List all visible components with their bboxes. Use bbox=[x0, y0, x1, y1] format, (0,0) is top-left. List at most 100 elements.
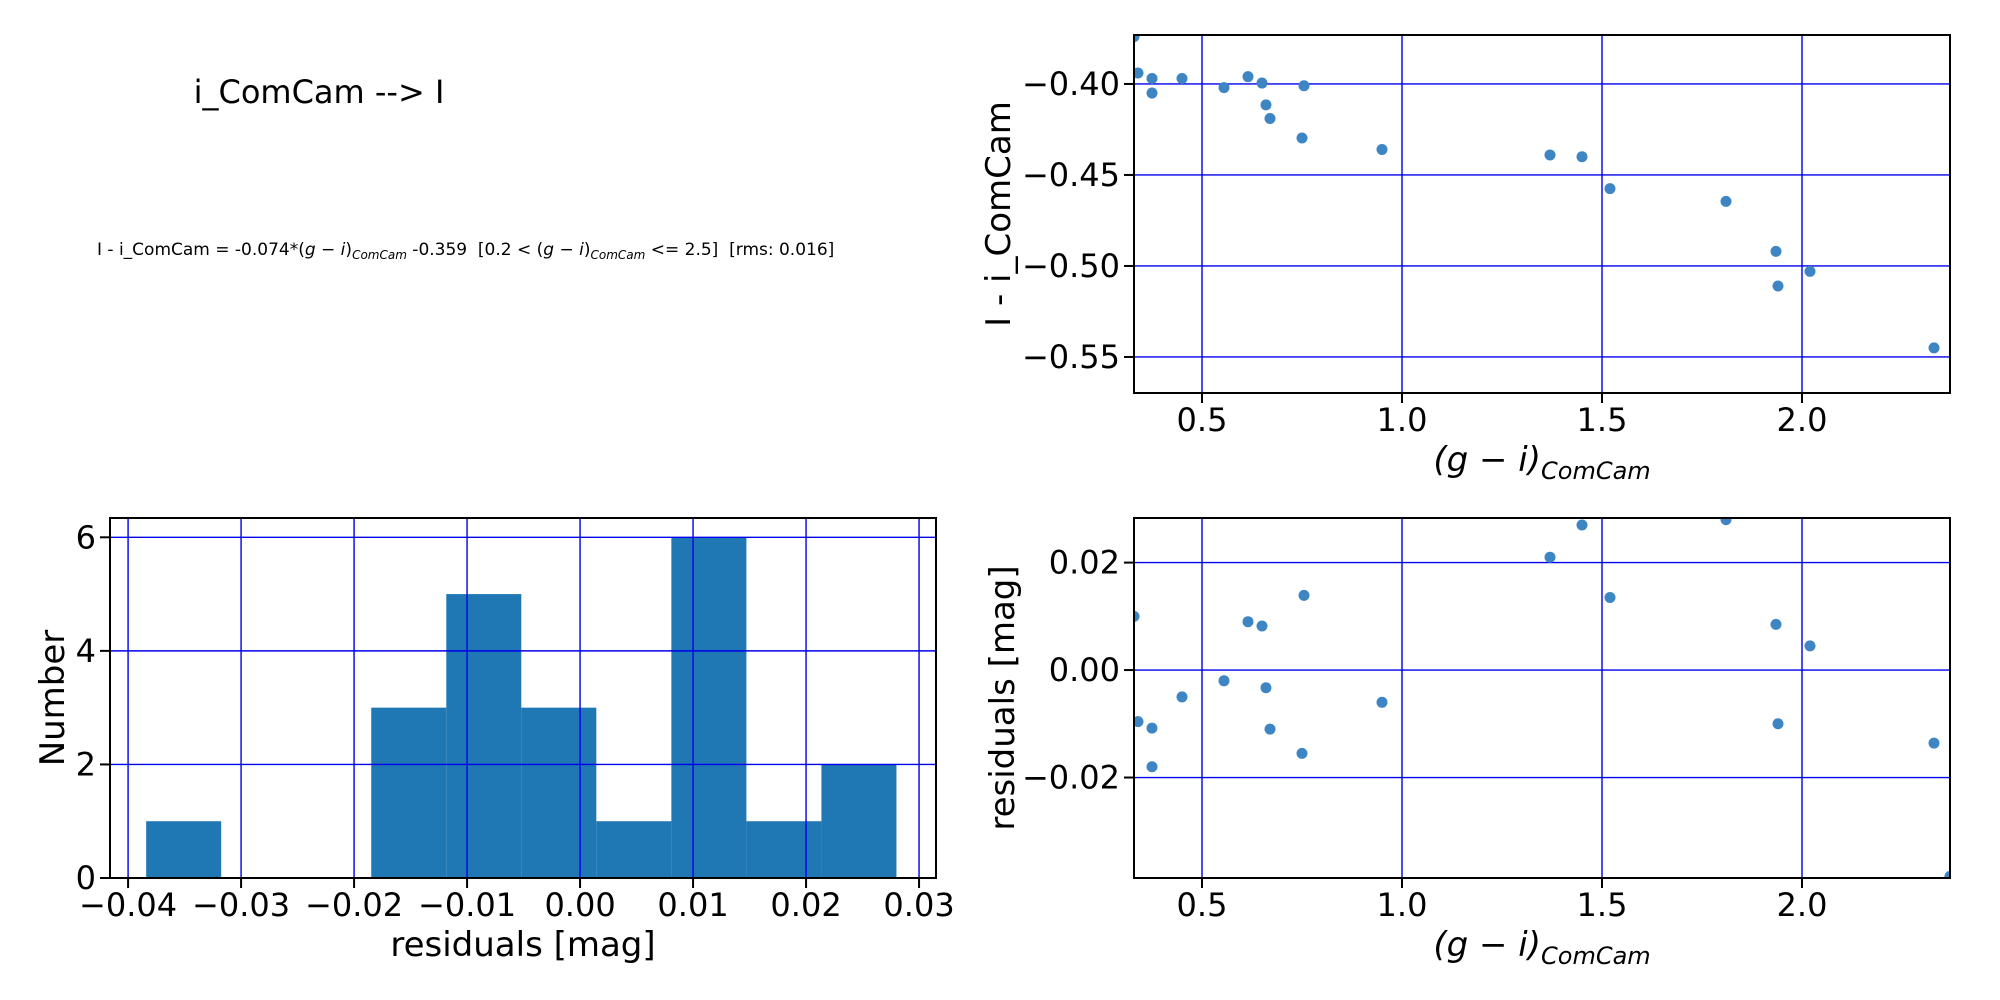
data-point bbox=[1772, 280, 1784, 292]
data-point bbox=[1576, 519, 1588, 531]
y-axis-label: residuals [mag] bbox=[983, 565, 1023, 830]
x-tick-label: 0.5 bbox=[1177, 886, 1228, 924]
axes-spine bbox=[1133, 34, 1951, 394]
residuals-scatter-plot: 0.5 1.0 1.5 2.0 0.02 0.00 −0.02 (g − i)ComCam re… bbox=[983, 517, 1951, 970]
data-point bbox=[1176, 691, 1188, 703]
equation-text: -0.359 [0.2 < ( bbox=[406, 240, 544, 260]
x-tick-label: 2.0 bbox=[1777, 886, 1828, 924]
x-tick-label: −0.02 bbox=[305, 886, 403, 924]
data-point bbox=[1176, 72, 1188, 84]
data-point bbox=[1264, 723, 1276, 735]
data-point bbox=[1256, 620, 1268, 632]
x-tick-label: 1.0 bbox=[1377, 886, 1428, 924]
data-point bbox=[1944, 870, 1950, 878]
data-point bbox=[1242, 71, 1254, 83]
data-point bbox=[1134, 716, 1144, 728]
equation-text: <= 2.5] [rms: 0.016] bbox=[645, 240, 835, 260]
x-axis-label: (g − i)ComCam bbox=[1433, 925, 1650, 970]
data-point bbox=[1298, 80, 1310, 92]
equation-text: ) bbox=[583, 240, 591, 260]
y-tick-label: −0.55 bbox=[1022, 338, 1120, 376]
x-tick-label: 0.00 bbox=[544, 886, 615, 924]
data-point bbox=[1772, 718, 1784, 730]
data-point bbox=[1376, 143, 1388, 155]
y-tick-label: −0.50 bbox=[1022, 247, 1120, 285]
data-point bbox=[1256, 77, 1268, 89]
scatter-points bbox=[1134, 35, 1950, 393]
data-point bbox=[1544, 149, 1556, 161]
y-tick-label: −0.45 bbox=[1022, 156, 1120, 194]
equation-text: I - i_ComCam = -0.074*( bbox=[97, 240, 305, 260]
histogram-bar bbox=[821, 764, 897, 878]
y-tick-label: 0 bbox=[76, 859, 96, 897]
axes-spine bbox=[109, 517, 937, 879]
data-point bbox=[1134, 610, 1140, 622]
data-point bbox=[1804, 640, 1816, 652]
histogram-bars bbox=[146, 537, 897, 878]
data-point bbox=[1146, 761, 1158, 773]
x-tick-label: 2.0 bbox=[1777, 401, 1828, 439]
y-axis-label: I - i_ComCam bbox=[979, 101, 1019, 327]
residuals-histogram-plot: −0.04 −0.03 −0.02 −0.01 0.00 0.01 0.02 0.03 0 2 4 6… bbox=[33, 517, 955, 965]
y-tick-label: 0.02 bbox=[1049, 544, 1120, 582]
data-point bbox=[1928, 737, 1940, 749]
y-tick-label: 6 bbox=[76, 518, 96, 556]
equation-text: g − i bbox=[304, 240, 346, 260]
data-point bbox=[1146, 722, 1158, 734]
data-point bbox=[1260, 99, 1272, 111]
data-point bbox=[1134, 35, 1140, 43]
scatter-points bbox=[1134, 518, 1950, 878]
histogram-bar bbox=[671, 537, 747, 878]
x-tick-label: 0.01 bbox=[657, 886, 728, 924]
data-point bbox=[1296, 132, 1308, 144]
x-tick-label: −0.04 bbox=[79, 886, 177, 924]
y-axis-label: Number bbox=[33, 630, 73, 767]
data-point bbox=[1218, 82, 1230, 94]
data-point bbox=[1720, 518, 1732, 526]
data-point bbox=[1146, 72, 1158, 84]
x-tick-label: −0.01 bbox=[418, 886, 516, 924]
data-point bbox=[1376, 696, 1388, 708]
data-point bbox=[1770, 618, 1782, 630]
x-tick-label: 1.5 bbox=[1577, 401, 1628, 439]
data-point bbox=[1720, 195, 1732, 207]
histogram-bar bbox=[746, 821, 822, 878]
x-axis-label: (g − i)ComCam bbox=[1433, 440, 1650, 485]
x-tick-label: −0.03 bbox=[192, 886, 290, 924]
y-tick-label: 4 bbox=[76, 632, 96, 670]
y-tick-label: 0.00 bbox=[1049, 651, 1120, 689]
data-point bbox=[1260, 682, 1272, 694]
color-term-scatter-plot: 0.5 1.0 1.5 2.0 −0.40 −0.45 −0.50 −0.55 (g − i)C… bbox=[979, 34, 1951, 485]
data-point bbox=[1804, 265, 1816, 277]
y-tick-label: −0.02 bbox=[1022, 759, 1120, 797]
histogram-bar bbox=[146, 821, 222, 878]
data-point bbox=[1218, 675, 1230, 687]
data-point bbox=[1146, 87, 1158, 99]
x-tick-label: 0.02 bbox=[770, 886, 841, 924]
equation-text: g − i bbox=[543, 240, 584, 260]
data-point bbox=[1296, 747, 1308, 759]
data-point bbox=[1134, 67, 1144, 79]
equation-subscript: ComCam bbox=[352, 248, 407, 262]
fit-equation: I - i_ComCam = -0.074*(g − i)ComCam -0.3… bbox=[97, 240, 834, 262]
data-point bbox=[1604, 183, 1616, 195]
histogram-bar bbox=[596, 821, 672, 878]
data-point bbox=[1604, 592, 1616, 604]
axes-spine bbox=[1133, 517, 1951, 879]
equation-subscript: ComCam bbox=[590, 248, 646, 262]
data-point bbox=[1576, 151, 1588, 163]
x-axis-label: residuals [mag] bbox=[390, 925, 655, 965]
histogram-bar bbox=[446, 594, 522, 878]
data-point bbox=[1264, 113, 1276, 125]
x-tick-label: 1.0 bbox=[1377, 401, 1428, 439]
x-tick-label: 0.03 bbox=[883, 886, 954, 924]
data-point bbox=[1242, 616, 1254, 628]
data-point bbox=[1298, 589, 1310, 601]
data-point bbox=[1928, 342, 1940, 354]
data-point bbox=[1544, 551, 1556, 563]
data-point bbox=[1770, 245, 1782, 257]
x-tick-label: 1.5 bbox=[1577, 886, 1628, 924]
histogram-bar bbox=[521, 707, 597, 878]
